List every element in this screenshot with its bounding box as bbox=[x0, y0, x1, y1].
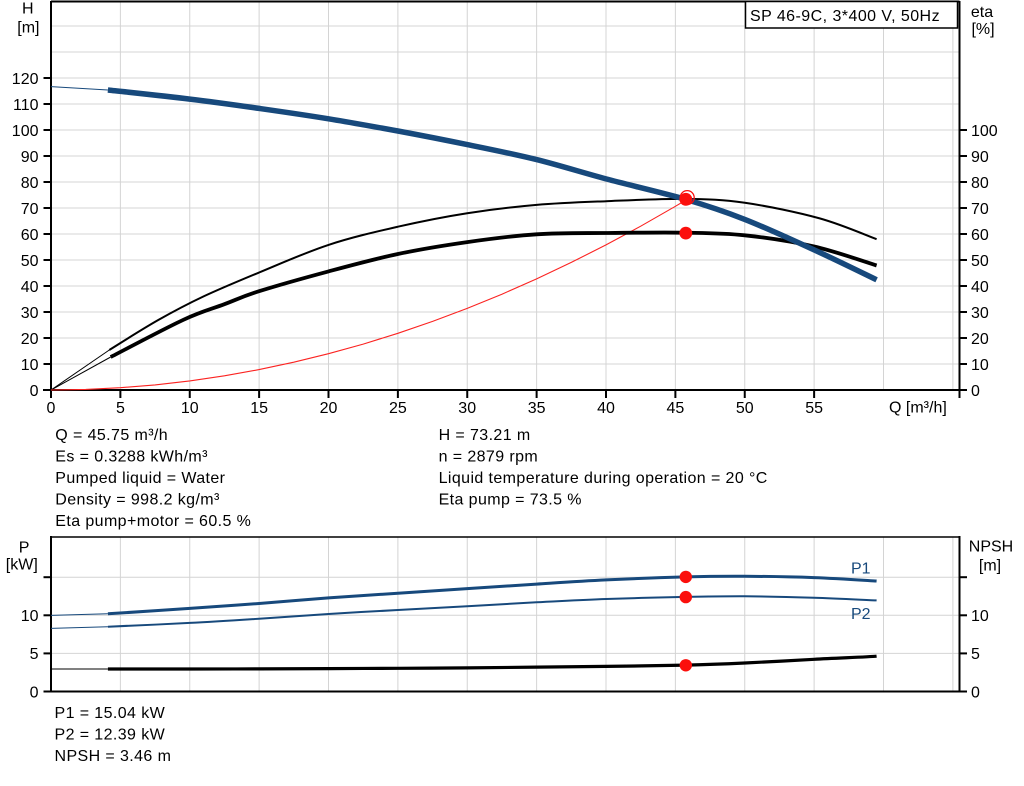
svg-text:H = 73.21 m: H = 73.21 m bbox=[439, 427, 531, 444]
svg-text:10: 10 bbox=[21, 608, 39, 625]
svg-text:n = 2879 rpm: n = 2879 rpm bbox=[439, 449, 539, 466]
svg-text:80: 80 bbox=[971, 175, 989, 192]
svg-text:P1: P1 bbox=[851, 560, 871, 577]
svg-text:100: 100 bbox=[12, 123, 39, 140]
svg-text:[m]: [m] bbox=[17, 20, 39, 37]
svg-text:100: 100 bbox=[971, 123, 998, 140]
svg-text:50: 50 bbox=[21, 253, 39, 270]
svg-text:H: H bbox=[22, 0, 34, 17]
svg-text:70: 70 bbox=[971, 201, 989, 218]
svg-text:80: 80 bbox=[21, 175, 39, 192]
svg-text:55: 55 bbox=[805, 400, 823, 417]
svg-text:40: 40 bbox=[597, 400, 615, 417]
svg-text:10: 10 bbox=[181, 400, 199, 417]
svg-text:5: 5 bbox=[971, 646, 980, 663]
svg-text:5: 5 bbox=[30, 646, 39, 663]
svg-text:35: 35 bbox=[528, 400, 546, 417]
svg-text:0: 0 bbox=[971, 383, 980, 400]
svg-text:NPSH = 3.46 m: NPSH = 3.46 m bbox=[55, 748, 172, 765]
svg-text:NPSH: NPSH bbox=[969, 538, 1013, 555]
svg-text:15: 15 bbox=[250, 400, 268, 417]
svg-text:0: 0 bbox=[971, 684, 980, 701]
svg-text:20: 20 bbox=[21, 331, 39, 348]
svg-text:10: 10 bbox=[971, 608, 989, 625]
svg-text:60: 60 bbox=[21, 227, 39, 244]
svg-text:0: 0 bbox=[47, 400, 56, 417]
svg-text:10: 10 bbox=[971, 357, 989, 374]
svg-text:[m]: [m] bbox=[979, 558, 1001, 575]
svg-text:20: 20 bbox=[320, 400, 338, 417]
svg-text:Pumped liquid = Water: Pumped liquid = Water bbox=[55, 470, 225, 487]
svg-text:0: 0 bbox=[30, 684, 39, 701]
svg-text:90: 90 bbox=[21, 149, 39, 166]
svg-text:Eta pump = 73.5 %: Eta pump = 73.5 % bbox=[439, 492, 582, 509]
svg-text:P2 = 12.39 kW: P2 = 12.39 kW bbox=[55, 727, 166, 744]
svg-text:eta: eta bbox=[971, 4, 993, 21]
svg-text:P2: P2 bbox=[851, 606, 871, 623]
svg-text:SP 46-9C, 3*400 V, 50Hz: SP 46-9C, 3*400 V, 50Hz bbox=[750, 8, 940, 25]
svg-text:90: 90 bbox=[971, 149, 989, 166]
svg-text:120: 120 bbox=[12, 71, 39, 88]
svg-text:Q [m³/h]: Q [m³/h] bbox=[889, 400, 947, 417]
svg-text:Es = 0.3288 kWh/m³: Es = 0.3288 kWh/m³ bbox=[55, 449, 208, 466]
svg-text:[%]: [%] bbox=[971, 21, 994, 38]
svg-text:30: 30 bbox=[971, 305, 989, 322]
svg-text:110: 110 bbox=[13, 97, 39, 114]
svg-text:P: P bbox=[19, 539, 30, 556]
svg-text:Eta pump+motor = 60.5 %: Eta pump+motor = 60.5 % bbox=[55, 513, 251, 530]
svg-text:Liquid temperature during oper: Liquid temperature during operation = 20… bbox=[439, 470, 768, 487]
svg-text:50: 50 bbox=[736, 400, 754, 417]
svg-text:30: 30 bbox=[458, 400, 476, 417]
svg-text:45: 45 bbox=[667, 400, 685, 417]
svg-text:10: 10 bbox=[21, 357, 39, 374]
svg-text:40: 40 bbox=[971, 279, 989, 296]
svg-text:P1 = 15.04 kW: P1 = 15.04 kW bbox=[55, 705, 166, 722]
svg-text:5: 5 bbox=[116, 400, 125, 417]
svg-text:70: 70 bbox=[21, 201, 39, 218]
svg-text:25: 25 bbox=[389, 400, 407, 417]
svg-text:50: 50 bbox=[971, 253, 989, 270]
svg-text:Density = 998.2 kg/m³: Density = 998.2 kg/m³ bbox=[55, 492, 220, 509]
svg-text:40: 40 bbox=[21, 279, 39, 296]
svg-text:[kW]: [kW] bbox=[6, 557, 38, 574]
svg-text:20: 20 bbox=[971, 331, 989, 348]
svg-text:30: 30 bbox=[21, 305, 39, 322]
svg-text:60: 60 bbox=[971, 227, 989, 244]
svg-text:Q = 45.75 m³/h: Q = 45.75 m³/h bbox=[55, 427, 168, 444]
svg-text:0: 0 bbox=[30, 383, 39, 400]
